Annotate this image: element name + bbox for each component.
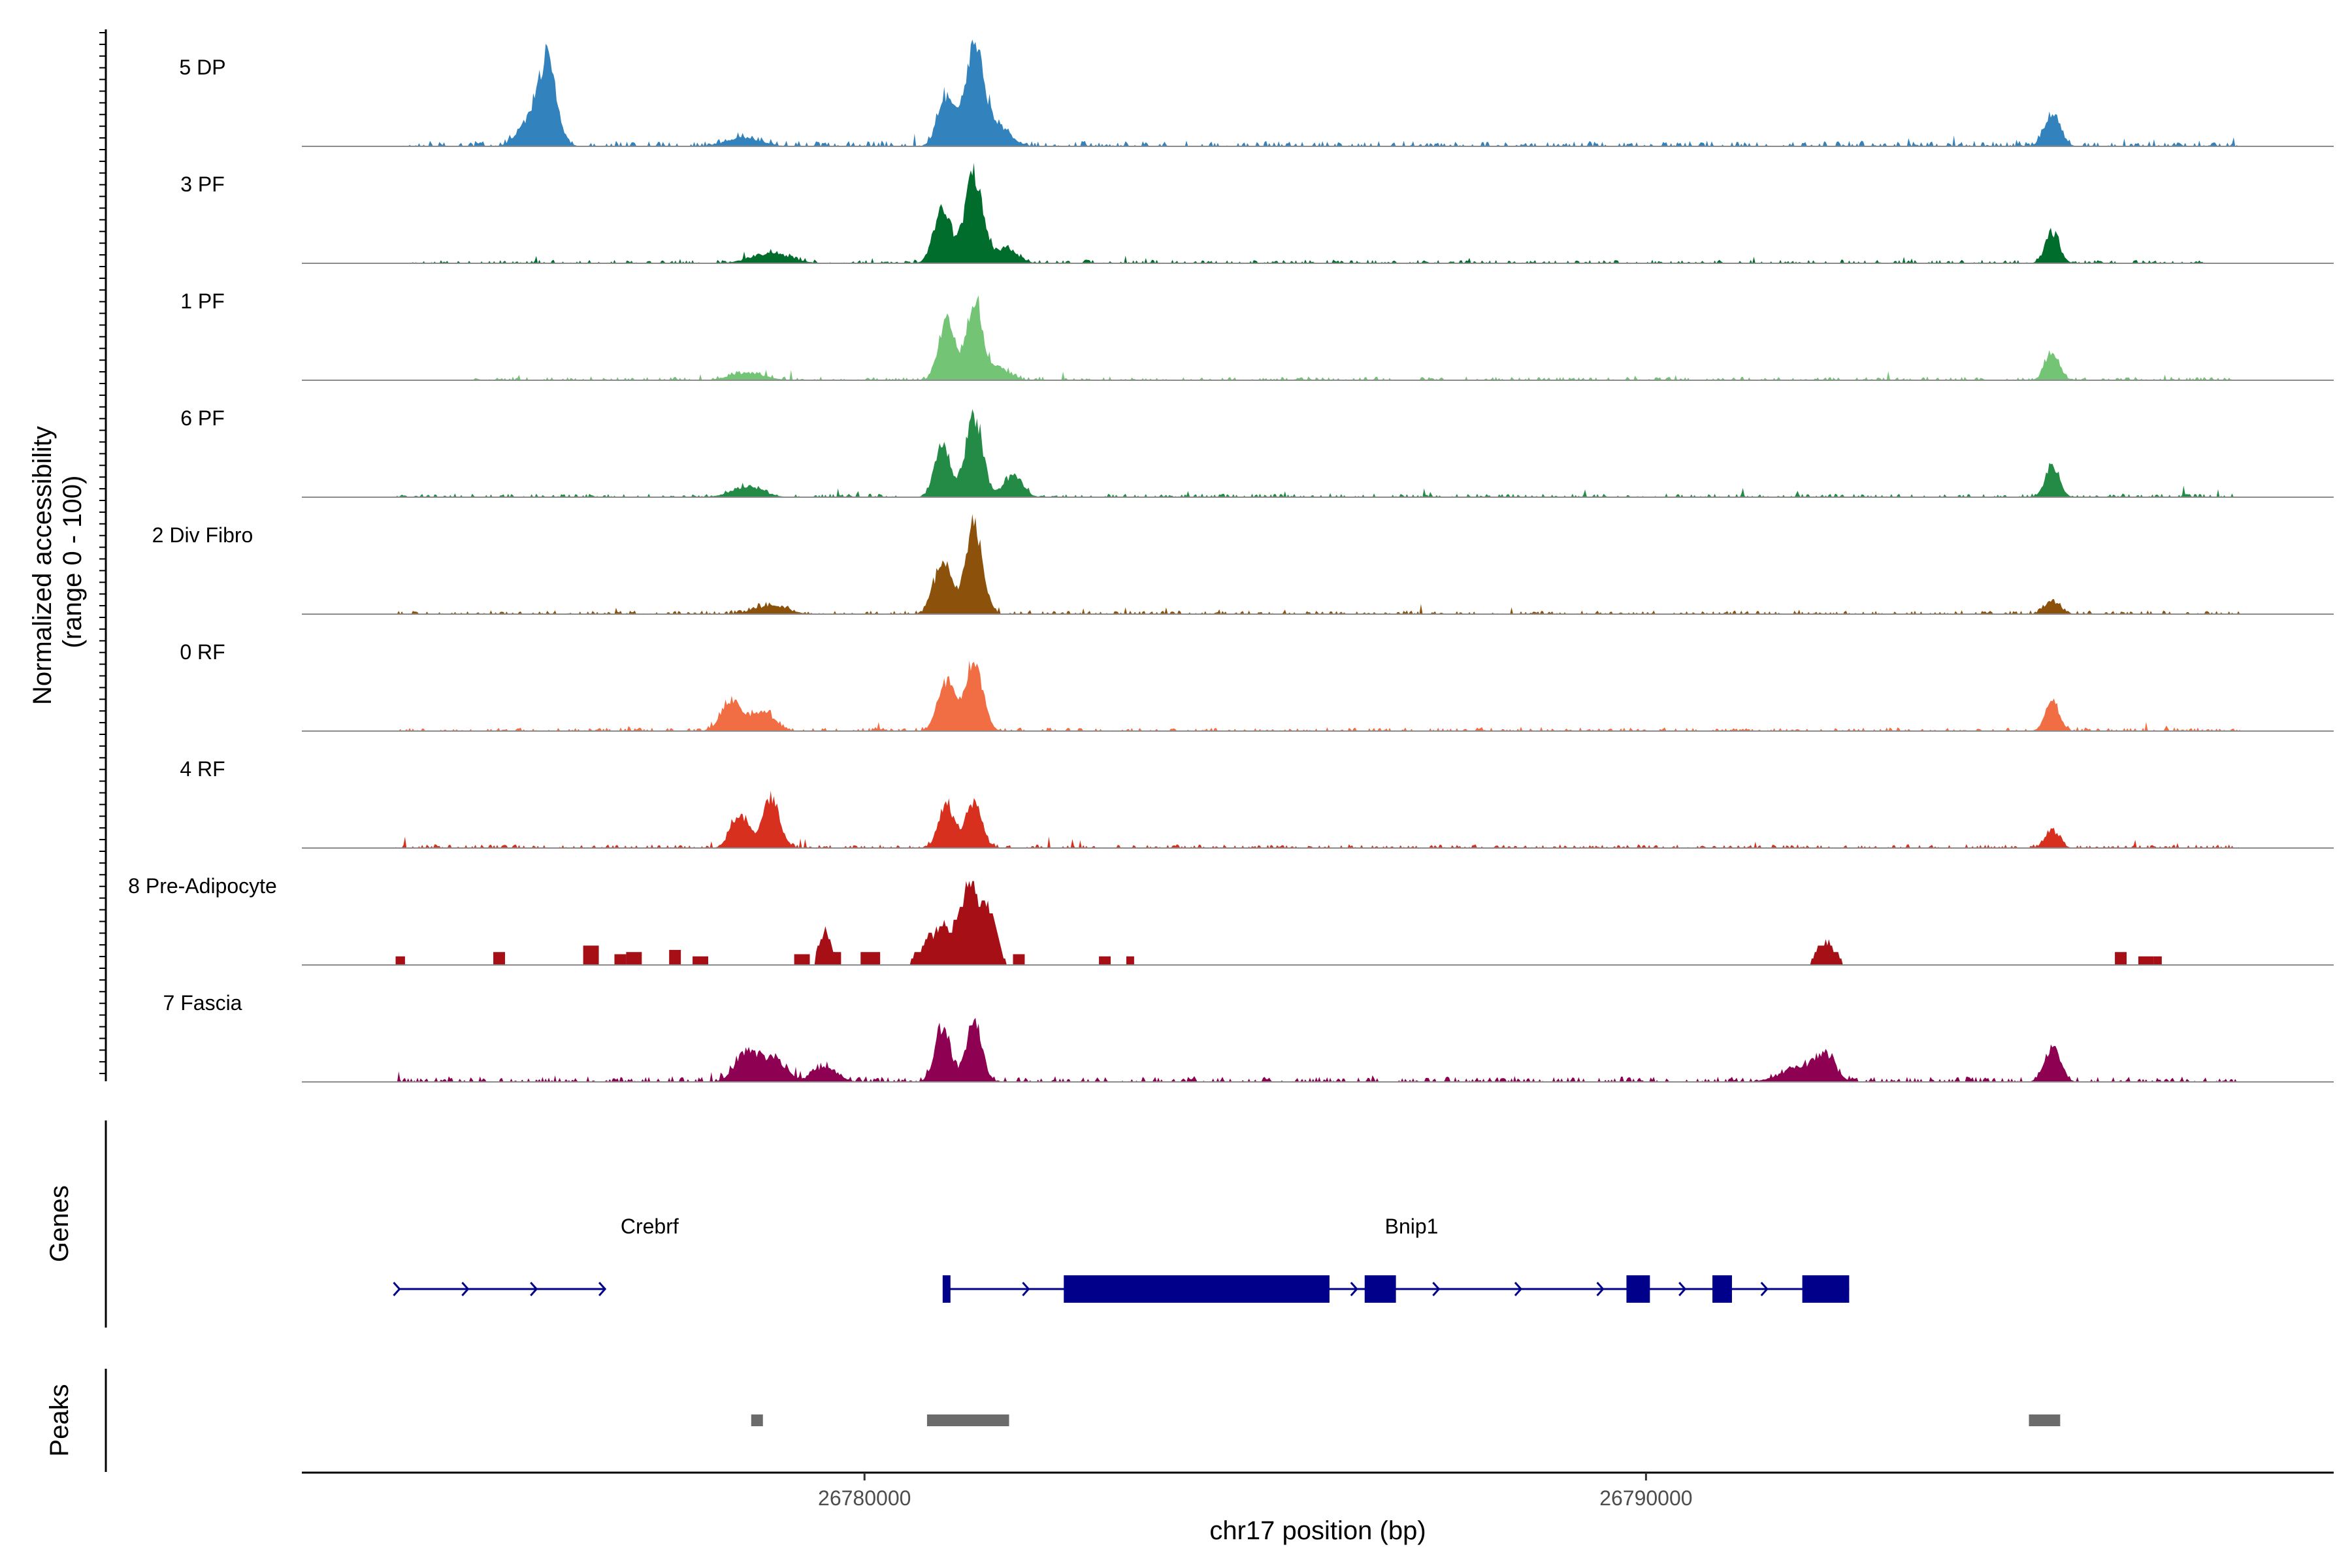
signal-block <box>2153 956 2162 965</box>
signal-block <box>1013 954 1025 965</box>
x-tick-label: 26790000 <box>1599 1486 1692 1510</box>
strand-arrow <box>1022 1281 1030 1297</box>
track-label: 1 PF <box>180 289 225 313</box>
signal-area <box>474 295 2232 380</box>
signal-block <box>860 952 881 965</box>
gene-exon <box>1626 1275 1650 1303</box>
strand-arrow <box>1350 1281 1358 1297</box>
gene-exon <box>1802 1275 1850 1303</box>
strand-arrow <box>1432 1281 1441 1297</box>
track-2-div-fibro: 2 Div Fibro <box>152 514 2334 615</box>
strand-arrow <box>1514 1281 1523 1297</box>
signal-area <box>395 1017 2240 1082</box>
track-label: 2 Div Fibro <box>152 523 253 547</box>
track-label: 0 RF <box>180 640 225 664</box>
track-label: 5 DP <box>179 56 225 79</box>
x-tick-label: 26780000 <box>818 1486 911 1510</box>
track-4-rf: 4 RF <box>180 757 2334 849</box>
peaks-layer <box>751 1414 2061 1426</box>
y-axis-title: Normalized accessibility (range 0 - 100) <box>28 419 87 705</box>
strand-arrow <box>461 1281 470 1297</box>
signal-block <box>493 952 505 965</box>
gene-bnip1: Bnip1 <box>942 1215 1850 1303</box>
tracks-layer: 5 DP 3 PF 1 PF 6 PF 2 Div Fibro 0 RF 4 RF 8 Pre… <box>128 39 2334 1083</box>
coverage-y-ticks <box>99 32 106 1075</box>
signal-block <box>794 954 810 965</box>
signal-block <box>626 952 642 965</box>
strand-arrow <box>393 1281 401 1297</box>
gene-label: Bnip1 <box>1385 1215 1439 1238</box>
signal-block <box>2138 956 2154 965</box>
track-0-rf: 0 RF <box>180 640 2334 732</box>
signal-block <box>833 952 841 965</box>
strand-arrow <box>1596 1281 1605 1297</box>
strand-arrow <box>530 1281 538 1297</box>
signal-block <box>395 956 405 965</box>
gene-label: Crebrf <box>621 1215 679 1238</box>
signal-area <box>411 163 2209 263</box>
x-axis-ticks: 26780000 26790000 <box>818 1473 1693 1510</box>
track-1-pf: 1 PF <box>180 289 2334 381</box>
signal-block <box>583 945 599 965</box>
gene-exon <box>942 1275 951 1303</box>
peaks-panel-title: Peaks <box>45 1384 74 1456</box>
signal-area <box>395 409 2240 497</box>
track-label: 3 PF <box>180 172 225 196</box>
gene-crebrf: Crebrf <box>393 1215 679 1297</box>
peak-region <box>2029 1414 2061 1426</box>
strand-arrow <box>598 1281 607 1297</box>
strand-arrow <box>1760 1281 1769 1297</box>
signal-area <box>395 514 2240 614</box>
gene-exon <box>1064 1275 1330 1303</box>
track-label: 8 Pre-Adipocyte <box>128 874 277 898</box>
signal-block <box>1099 956 1111 965</box>
signal-block <box>669 949 681 965</box>
signal-area <box>395 39 2240 146</box>
peak-region <box>926 1414 1009 1426</box>
signal-block <box>1126 956 1134 965</box>
track-6-pf: 6 PF <box>180 406 2334 498</box>
signal-block <box>614 954 627 965</box>
signal-block <box>693 956 708 965</box>
x-axis-title: chr17 position (bp) <box>1209 1516 1426 1545</box>
track-8-pre-adipocyte: 8 Pre-Adipocyte <box>128 874 2334 966</box>
gene-exon <box>1712 1275 1732 1303</box>
track-label: 6 PF <box>180 406 225 430</box>
signal-area <box>395 661 2240 731</box>
genes-panel-title: Genes <box>45 1185 74 1262</box>
peak-region <box>751 1414 763 1426</box>
track-5-dp: 5 DP <box>179 39 2334 147</box>
signal-block <box>2115 952 2127 965</box>
gene-exon <box>1364 1275 1396 1303</box>
strand-arrow <box>1678 1281 1687 1297</box>
track-label: 7 Fascia <box>163 991 242 1015</box>
track-7-fascia: 7 Fascia <box>163 991 2334 1083</box>
track-3-pf: 3 PF <box>180 163 2334 264</box>
track-label: 4 RF <box>180 757 225 781</box>
signal-area <box>395 791 2240 848</box>
genes-layer: Crebrf Bnip1 <box>393 1215 1850 1303</box>
